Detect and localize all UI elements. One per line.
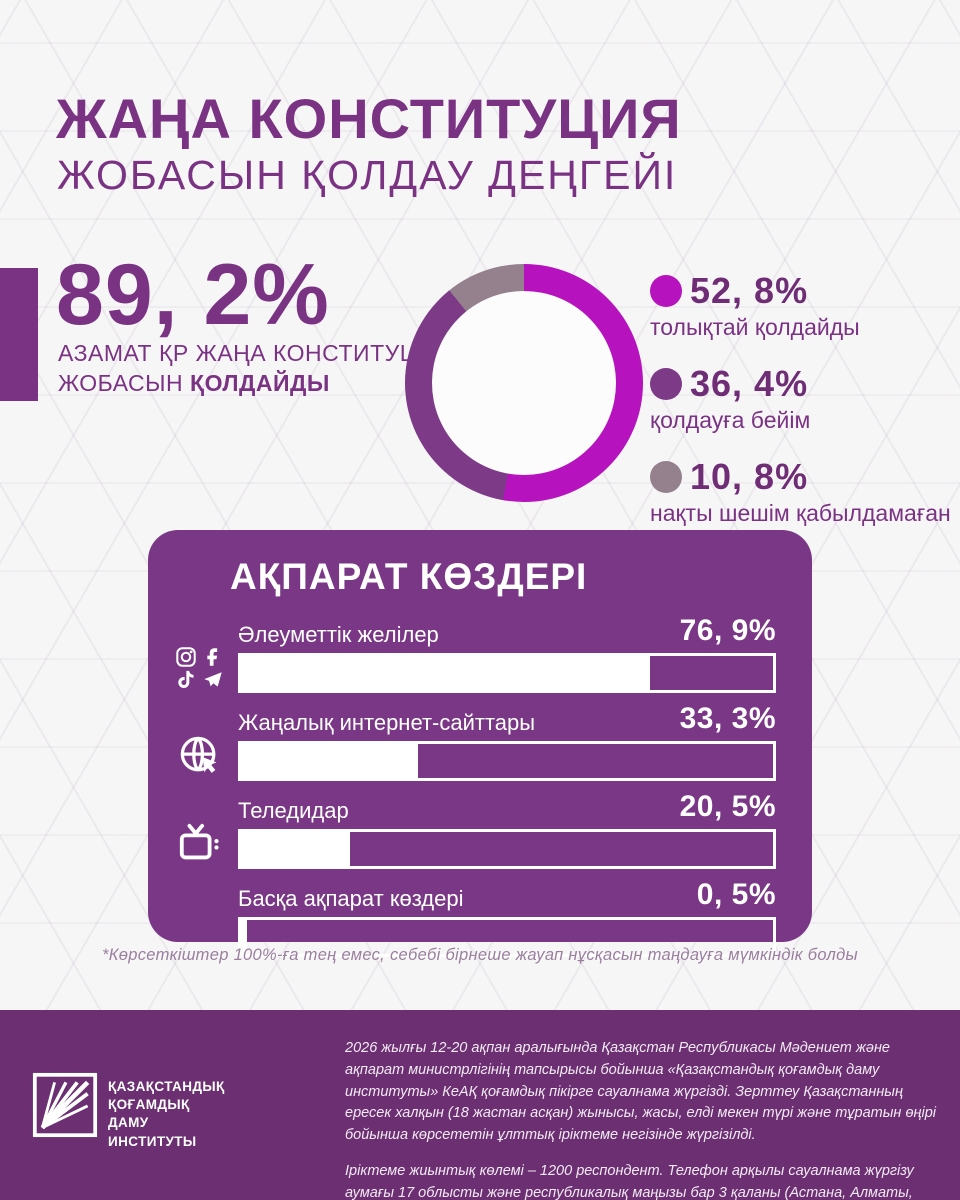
logo-line: ИНСТИТУТЫ — [108, 1133, 197, 1149]
headline-stat-value: 89, 2% — [56, 247, 330, 343]
methodology-text: 2026 жылғы 12-20 ақпан аралығында Қазақс… — [345, 1038, 945, 1200]
donut-chart — [405, 264, 643, 502]
legend-dot-icon — [650, 275, 682, 307]
tv-icon — [172, 821, 228, 869]
source-label: Жаңалық интернет-сайттары — [238, 710, 536, 735]
logo-line: ҚАЗАҚСТАНДЫҚ — [108, 1079, 225, 1094]
legend-label: толықтай қолдайды — [650, 314, 860, 340]
page-title: ЖАҢА КОНСТИТУЦИЯ — [56, 87, 682, 150]
instagram-icon — [175, 646, 199, 668]
footer — [0, 1010, 960, 1200]
sources-panel: АҚПАРАТ КӨЗДЕРІ — [148, 530, 812, 957]
logo-line: ҚОҒАМДЫҚ — [108, 1097, 190, 1113]
source-row-internet: Жаңалық интернет-сайттары 33, 3% — [172, 702, 776, 781]
methodology-paragraph: Іріктеме жиынтық көлемі – 1200 респонден… — [345, 1162, 914, 1200]
legend-dot-icon — [650, 368, 682, 400]
logo-line: ДАМУ — [108, 1115, 149, 1131]
source-value: 33, 3% — [679, 702, 776, 735]
source-bar — [238, 741, 776, 781]
facebook-icon — [202, 646, 226, 668]
source-value: 0, 5% — [696, 878, 776, 911]
legend-item-fully-support: 52, 8% толықтай қолдайды — [650, 270, 951, 341]
legend-value: 36, 4% — [690, 363, 809, 404]
source-row-other: Басқа ақпарат көздері 0, 5% — [172, 878, 776, 957]
legend-label: қолдауға бейім — [650, 407, 811, 433]
source-label: Басқа ақпарат көздері — [238, 886, 464, 911]
globe-cursor-icon — [172, 733, 228, 781]
source-bar — [238, 829, 776, 869]
legend-label: нақты шешім қабылдамаған — [650, 500, 951, 526]
institute-logo-text: ҚАЗАҚСТАНДЫҚ ҚОҒАМДЫҚ ДАМУ ИНСТИТУТЫ — [108, 1078, 225, 1151]
source-row-social: Әлеуметтік желілер 76, 9% — [172, 614, 776, 693]
source-value: 76, 9% — [679, 614, 776, 647]
legend-value: 52, 8% — [690, 270, 809, 311]
methodology-footnote: *Көрсеткіштер 100%-ға тең емес, себебі б… — [102, 946, 858, 964]
source-label: Теледидар — [238, 798, 349, 823]
social-networks-icon — [172, 646, 228, 693]
source-bar-fill — [241, 832, 351, 866]
source-row-tv: Теледидар 20, 5% — [172, 790, 776, 869]
caption-line2-regular: ЖОБАСЫН — [58, 370, 191, 396]
legend-item-inclined-support: 36, 4% қолдауға бейім — [650, 363, 951, 434]
caption-line2-bold: ҚОЛДАЙДЫ — [190, 370, 330, 396]
tiktok-icon — [175, 669, 199, 691]
legend-dot-icon — [650, 461, 682, 493]
legend-item-undecided: 10, 8% нақты шешім қабылдамаған — [650, 456, 951, 527]
page-subtitle: ЖОБАСЫН ҚОЛДАУ ДЕҢГЕЙІ — [57, 152, 678, 198]
source-bar-fill — [241, 656, 651, 690]
source-bar-fill — [241, 920, 247, 954]
source-label: Әлеуметтік желілер — [238, 622, 439, 647]
donut-legend: 52, 8% толықтай қолдайды 36, 4% қолдауға… — [650, 270, 951, 549]
source-bar — [238, 917, 776, 957]
legend-value: 10, 8% — [690, 456, 809, 497]
methodology-paragraph: 2026 жылғы 12-20 ақпан аралығында Қазақс… — [345, 1040, 936, 1143]
telegram-icon — [202, 669, 226, 691]
source-bar-fill — [241, 744, 419, 778]
institute-logo-icon — [32, 1072, 98, 1143]
source-bar — [238, 653, 776, 693]
source-value: 20, 5% — [679, 790, 776, 823]
sources-panel-title: АҚПАРАТ КӨЗДЕРІ — [230, 556, 588, 597]
left-accent-bar — [0, 268, 38, 401]
donut-hole — [432, 291, 616, 475]
